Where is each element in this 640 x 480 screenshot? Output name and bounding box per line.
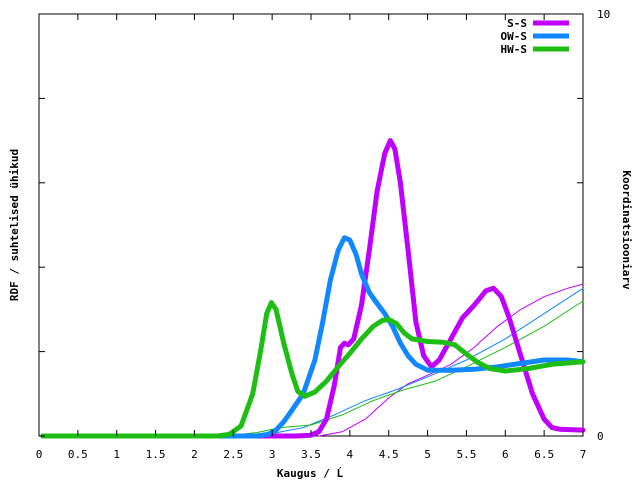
cn-line-s-s [318, 283, 584, 437]
y-tick-label-right: 0 [597, 430, 604, 443]
x-tick-label: 0.5 [68, 448, 88, 461]
x-tick-label: 4.5 [379, 448, 399, 461]
legend-label: HW-S [501, 43, 528, 56]
x-tick-label: 7 [580, 448, 587, 461]
x-tick-label: 5 [424, 448, 431, 461]
y-tick-label-right: 10 [597, 8, 610, 21]
x-tick-label: 2.5 [223, 448, 243, 461]
x-axis-label: Kaugus / Ĺ [277, 467, 344, 480]
rdf-line-s-s [40, 138, 586, 439]
x-tick-label: 4 [347, 448, 354, 461]
rdf-lines [40, 138, 586, 439]
x-tick-label: 1 [113, 448, 120, 461]
x-tick-label: 6 [502, 448, 509, 461]
x-tick-label: 1.5 [146, 448, 166, 461]
x-tick-label: 2 [191, 448, 198, 461]
x-tick-label: 0 [36, 448, 43, 461]
x-tick-label: 3.5 [301, 448, 321, 461]
rdf-line-ow-s [40, 235, 586, 439]
cn-line-ow-s [256, 287, 584, 437]
legend-label: OW-S [501, 30, 528, 43]
x-tick-label: 5.5 [456, 448, 476, 461]
legend: S-SOW-SHW-S [501, 17, 569, 56]
rdf-line-hw-s [40, 300, 586, 439]
legend-label: S-S [507, 17, 527, 30]
y-axis-label-right: Koordinatsiooniarv [620, 170, 633, 290]
y-axis-label-left: RDF / suhtelised ühikud [8, 149, 21, 301]
x-tick-label: 3 [269, 448, 276, 461]
x-tick-label: 6.5 [534, 448, 554, 461]
